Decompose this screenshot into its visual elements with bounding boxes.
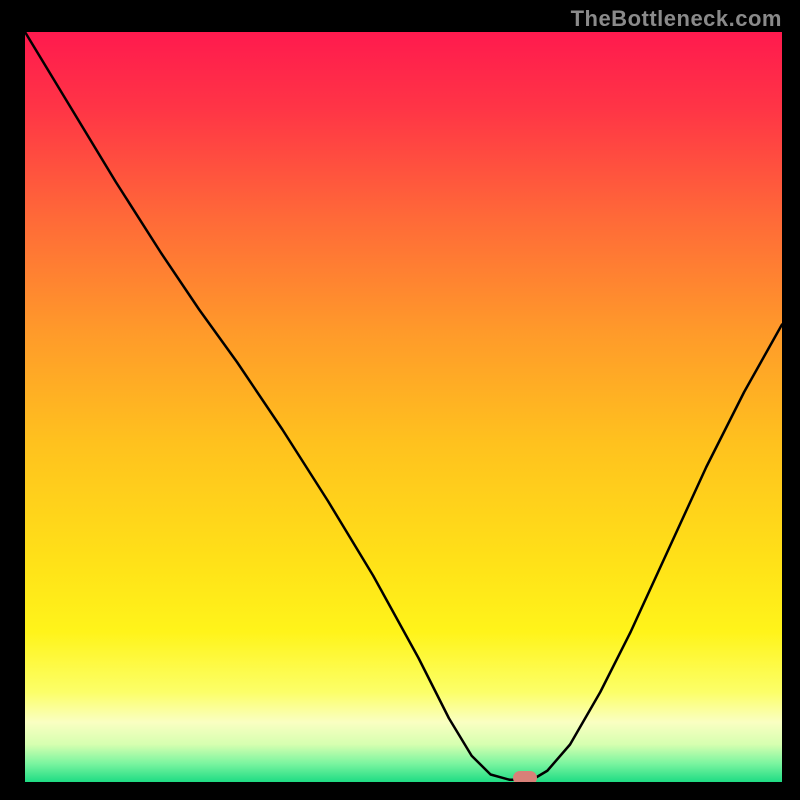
watermark-text: TheBottleneck.com [571,6,782,32]
bottleneck-curve [25,32,782,782]
chart-frame [0,0,800,800]
curve-path [25,32,782,780]
plot-area [25,32,782,782]
optimum-marker [513,771,537,782]
